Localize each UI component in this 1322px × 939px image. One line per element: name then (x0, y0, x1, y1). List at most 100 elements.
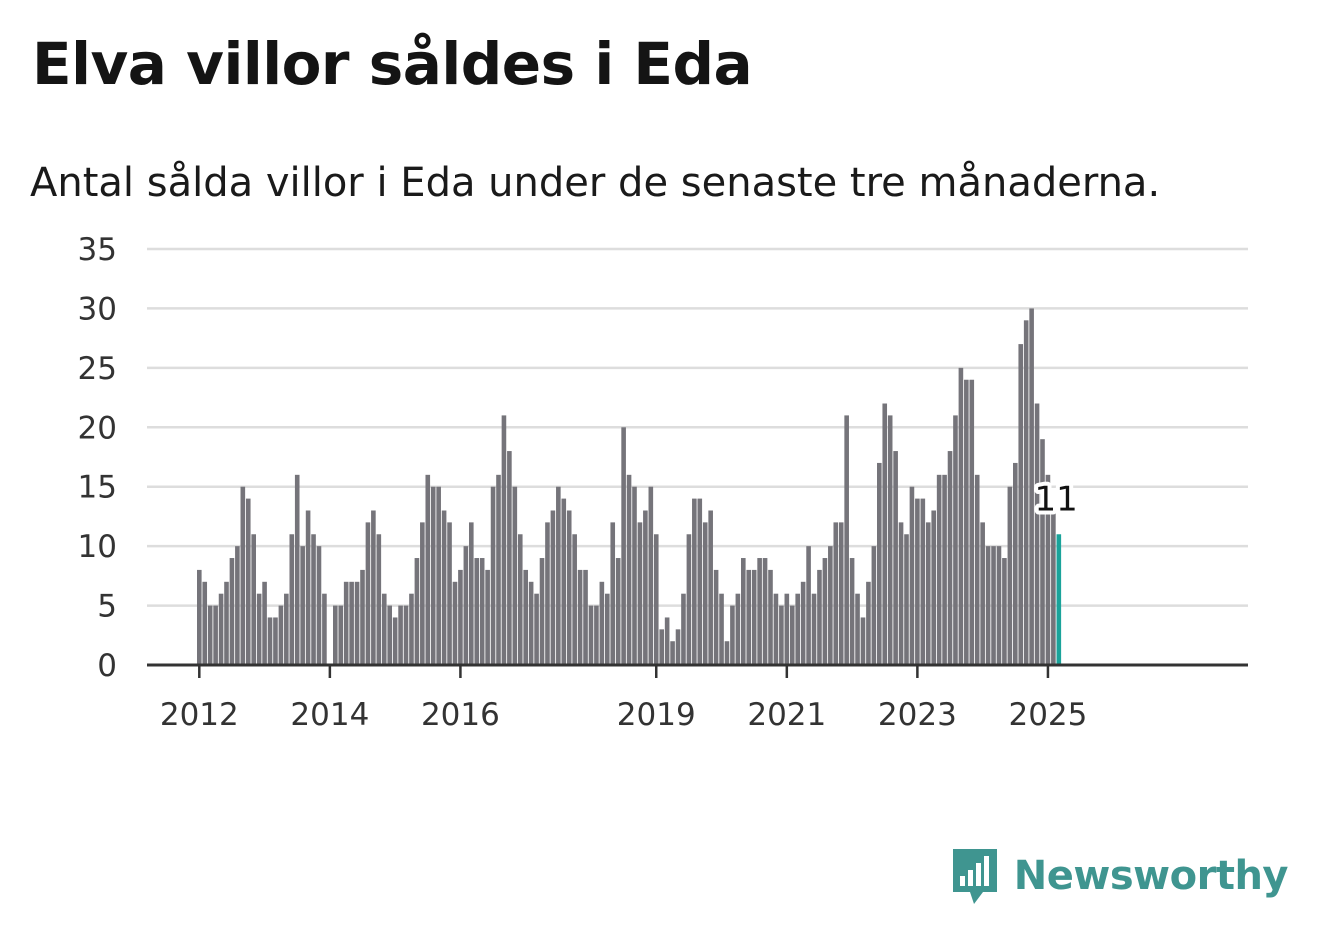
bar (838, 522, 844, 665)
bar (523, 569, 528, 665)
newsworthy-logo: Newsworthy (950, 846, 1289, 906)
bar (773, 593, 779, 665)
bar (860, 617, 866, 665)
bar (697, 498, 703, 665)
y-tick-label: 5 (97, 589, 117, 625)
bar (866, 581, 871, 665)
y-tick-label: 10 (78, 529, 117, 565)
bar (996, 546, 1002, 665)
bar (974, 474, 980, 665)
bar (343, 581, 349, 665)
bar (909, 486, 915, 665)
bar (469, 522, 474, 665)
bar (262, 581, 267, 665)
bar (594, 605, 599, 665)
bar (833, 522, 839, 665)
bar (719, 593, 724, 665)
bar (430, 486, 436, 665)
bar (354, 581, 360, 665)
bar (458, 569, 463, 665)
bar (762, 558, 768, 665)
bar (811, 593, 817, 665)
bar (958, 367, 964, 665)
bar (202, 581, 208, 665)
chart-subtitle: Antal sålda villor i Eda under de senast… (30, 160, 1161, 206)
bar (452, 581, 458, 665)
bar (474, 558, 480, 665)
bar (893, 451, 898, 665)
x-tick-label: 2016 (421, 697, 500, 733)
newsworthy-logo-icon (952, 849, 997, 904)
bar (751, 569, 757, 665)
bar (637, 522, 643, 665)
bar (659, 629, 664, 665)
bar (278, 605, 284, 665)
bar (925, 522, 931, 665)
x-tick-label: 2014 (290, 697, 369, 733)
bar (789, 605, 795, 665)
bar (849, 558, 855, 665)
bar (1007, 486, 1013, 665)
bar (615, 558, 621, 665)
bar (741, 558, 746, 665)
bar (485, 569, 490, 665)
bar (256, 593, 262, 665)
bar (371, 510, 376, 665)
bar (441, 510, 447, 665)
bar (349, 581, 354, 665)
bar (730, 605, 735, 665)
bar (420, 522, 425, 665)
x-tick-label: 2025 (1008, 697, 1087, 733)
bar (381, 593, 387, 665)
latest-value-label: 11 (1035, 479, 1078, 519)
bar (539, 558, 545, 665)
bar (566, 510, 572, 665)
bar (517, 534, 523, 665)
bar (197, 569, 202, 665)
bar (1051, 510, 1056, 665)
x-tick-label: 2019 (617, 697, 696, 733)
bar (648, 486, 654, 665)
bar (1045, 474, 1051, 665)
bar (512, 486, 518, 665)
bar (311, 534, 316, 665)
brand-name: Newsworthy (1013, 853, 1289, 899)
bar (1023, 320, 1029, 665)
bar (828, 546, 833, 665)
bar (409, 593, 414, 665)
y-tick-label: 25 (78, 351, 117, 387)
bar (235, 546, 240, 665)
bar (746, 569, 752, 665)
x-tick-label: 2012 (160, 697, 239, 733)
bar (224, 581, 229, 665)
bar (425, 474, 431, 665)
bar (806, 546, 811, 665)
bar (735, 593, 741, 665)
bar (316, 546, 322, 665)
bar (991, 546, 996, 665)
bar (479, 558, 485, 665)
x-tick-label: 2021 (747, 697, 826, 733)
y-tick-label: 20 (78, 410, 117, 446)
bar (550, 510, 556, 665)
bar (800, 581, 806, 665)
y-tick-label: 35 (78, 232, 117, 268)
bar (795, 593, 800, 665)
bar (947, 451, 953, 665)
y-tick-label: 15 (78, 470, 117, 506)
bar (653, 534, 659, 665)
bar (953, 415, 958, 665)
bar (670, 641, 675, 665)
bar (855, 593, 860, 665)
bar (305, 510, 311, 665)
bar (915, 498, 920, 665)
bar (702, 522, 708, 665)
bar (931, 510, 936, 665)
bar (675, 629, 681, 665)
bar (1040, 439, 1045, 665)
bar (501, 415, 507, 665)
bar (664, 617, 670, 665)
bar (920, 498, 926, 665)
bar (621, 427, 626, 665)
